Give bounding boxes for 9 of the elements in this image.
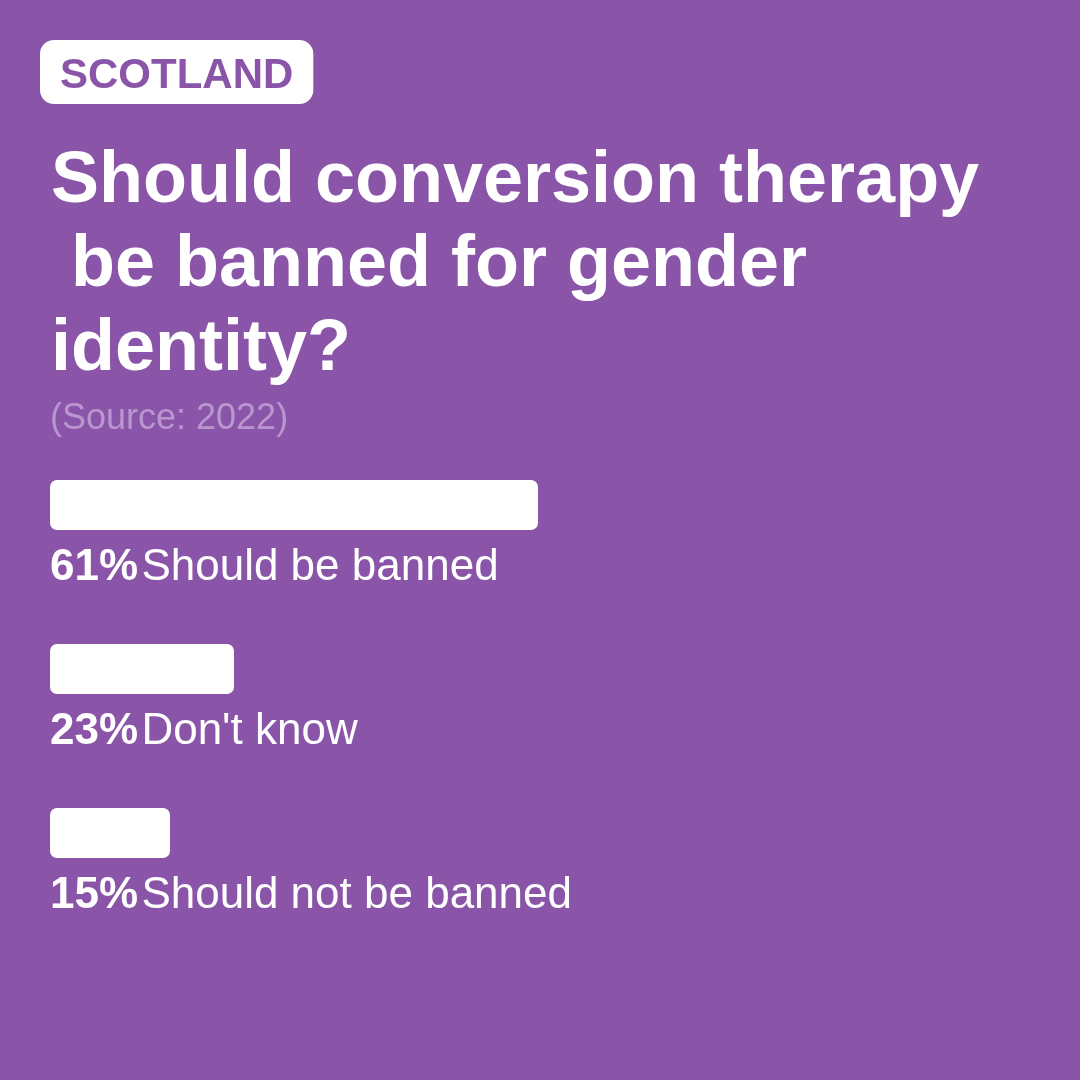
data-label: 61% xyxy=(50,539,139,589)
text: (Source: 2022) xyxy=(50,395,289,437)
data-label: 23% xyxy=(50,703,139,753)
data-label: 15% xyxy=(50,867,139,917)
y-tick-label: Should not be banned xyxy=(141,867,573,917)
y-tick-label: Should be banned xyxy=(141,539,499,589)
chart-title: Should conversion therapy be banned for gender identity? xyxy=(51,137,980,385)
y-tick-label: Don't know xyxy=(141,703,358,753)
chart-subtitle: SCOTLAND xyxy=(60,49,294,97)
